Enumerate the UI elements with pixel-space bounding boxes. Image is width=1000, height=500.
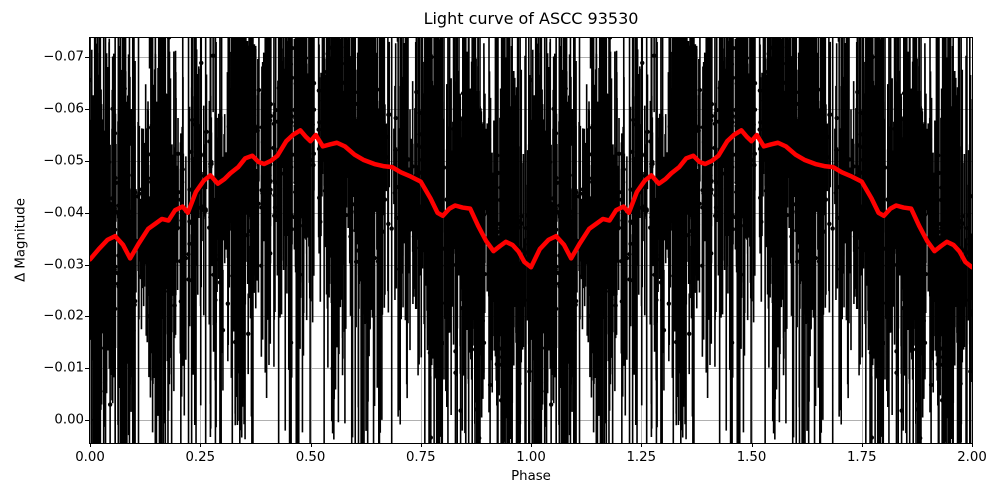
y-tick-label: 0.00 [54,412,84,428]
y-tick-mark [85,212,89,214]
x-tick-label: 0.75 [405,450,436,465]
x-tick-label: 1.25 [626,450,657,465]
y-tick-mark [85,57,89,59]
y-tick-mark [85,264,89,266]
x-tick-mark [420,443,422,447]
x-tick-label: 0.50 [295,450,326,465]
x-tick-label: 0.25 [185,450,216,465]
x-tick-label: 1.75 [846,450,877,465]
y-tick-mark [85,160,89,162]
x-tick-label: 0.00 [75,450,105,465]
y-tick-label: −0.03 [43,257,84,273]
y-tick-label: −0.05 [43,153,84,169]
x-tick-mark [641,443,643,447]
y-tick-label: −0.01 [43,360,84,376]
y-tick-label: −0.07 [43,49,84,65]
plot-canvas [90,38,972,443]
x-tick-label: 1.50 [736,450,767,465]
x-tick-mark [861,443,863,447]
x-tick-mark [310,443,312,447]
y-tick-mark [85,109,89,111]
x-tick-mark [90,443,91,447]
y-tick-mark [85,316,89,318]
x-tick-mark [200,443,202,447]
x-tick-label: 2.00 [957,450,987,465]
y-tick-label: −0.02 [43,308,84,324]
y-tick-label: −0.06 [43,101,84,117]
chart-title: Light curve of ASCC 93530 [423,9,639,28]
y-tick-mark [85,368,89,370]
y-tick-label: −0.04 [43,205,84,221]
x-tick-mark [751,443,753,447]
y-axis-label: Δ Magnitude [13,198,29,282]
x-tick-label: 1.00 [516,450,546,465]
x-tick-mark [972,443,973,447]
y-tick-mark [85,420,89,422]
x-tick-mark [531,443,532,447]
x-axis-label: Phase [511,469,551,484]
